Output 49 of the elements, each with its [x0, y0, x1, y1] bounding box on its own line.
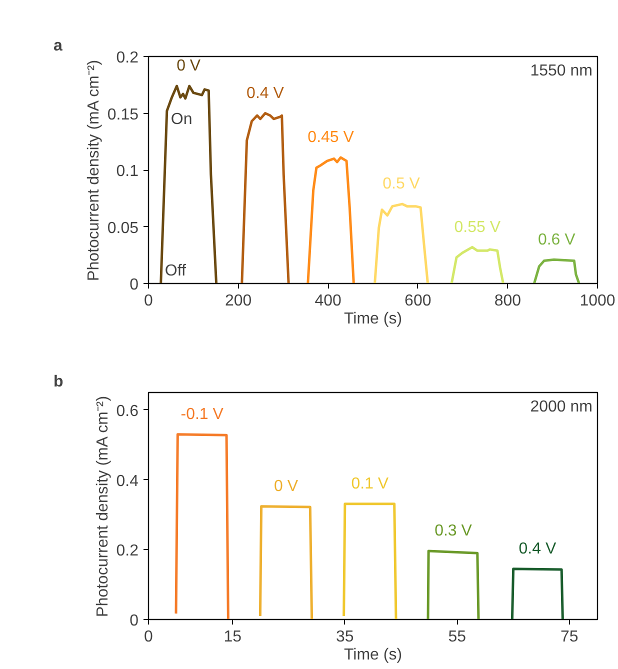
y-tick-label: 0.4 — [116, 472, 139, 490]
series-label: 0.5 V — [382, 176, 420, 193]
x-axis-title: Time (s) — [344, 646, 402, 664]
chart-title: a — [54, 38, 62, 54]
x-tick-label: 0 — [144, 292, 154, 310]
line-series — [174, 433, 230, 620]
line-series — [160, 84, 218, 284]
series-label: 0.45 V — [308, 129, 354, 146]
series-label: 0.3 V — [434, 522, 472, 540]
line-series — [532, 258, 580, 284]
annotation: On — [170, 110, 192, 128]
x-tick-label: 1000 — [580, 292, 616, 310]
y-tick-label: 0 — [130, 612, 139, 630]
x-tick-label: 15 — [224, 628, 242, 646]
y-tick-label: 0.05 — [107, 220, 139, 237]
series-label: -0.1 V — [180, 406, 224, 424]
series-label: 0 V — [274, 478, 298, 495]
x-axis-title: Time (s) — [344, 310, 402, 328]
x-tick-label: 0 — [144, 628, 154, 646]
series-label: 0 V — [176, 58, 201, 75]
chart-title: b — [54, 374, 64, 390]
y-tick-label: 0.2 — [116, 50, 139, 66]
x-tick-label: 35 — [336, 628, 354, 646]
annotation: Off — [164, 262, 187, 280]
line-series — [258, 505, 314, 620]
x-tick-label: 55 — [448, 628, 466, 646]
series-label: 0.4 V — [518, 540, 556, 558]
series-label: 0.4 V — [246, 84, 284, 102]
series-label: 0.1 V — [351, 476, 389, 493]
y-tick-label: 0 — [130, 276, 139, 294]
line-series — [240, 112, 290, 284]
annotation: 1550 nm — [530, 62, 592, 80]
y-axis-title: Photocurrent density (mA cm⁻²) — [94, 396, 112, 617]
line-series — [374, 202, 430, 284]
y-tick-label: 0.6 — [116, 402, 139, 420]
annotation: 2000 nm — [530, 398, 592, 416]
x-tick-label: 75 — [560, 628, 578, 646]
x-tick-label: 200 — [224, 292, 252, 310]
x-tick-label: 400 — [314, 292, 342, 310]
series-label: 0.55 V — [454, 218, 501, 236]
line-series — [306, 156, 355, 284]
x-tick-label: 600 — [404, 292, 432, 310]
y-tick-label: 0.15 — [107, 106, 139, 124]
y-tick-label: 0.1 — [116, 163, 139, 180]
x-tick-label: 800 — [494, 292, 522, 310]
line-series — [450, 246, 504, 284]
y-tick-label: 0.2 — [116, 542, 139, 560]
series-label: 0.6 V — [538, 231, 576, 248]
y-axis-title: Photocurrent density (mA cm⁻²) — [85, 60, 102, 281]
